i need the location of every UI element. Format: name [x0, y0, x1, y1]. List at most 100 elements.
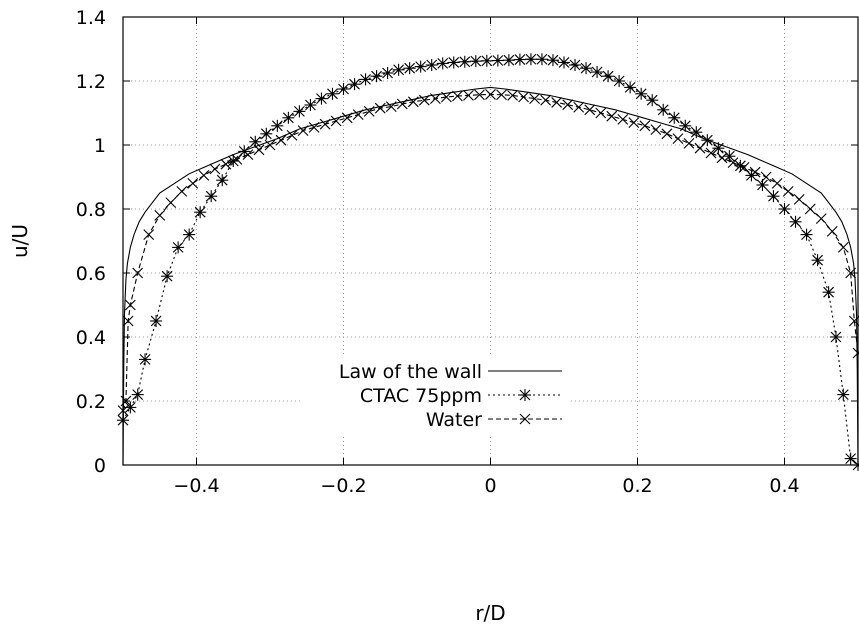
data-point-water — [264, 139, 276, 151]
data-point-ctac-75ppm — [304, 99, 317, 111]
data-point-water — [154, 210, 166, 221]
data-point-water — [122, 315, 134, 327]
data-point-ctac-75ppm — [502, 54, 515, 67]
data-point-ctac-75ppm — [524, 53, 537, 66]
y-tick-label: 1 — [94, 135, 106, 157]
data-point-water — [529, 93, 540, 104]
data-point-ctac-75ppm — [657, 103, 670, 116]
data-point-water — [518, 91, 529, 103]
series-line-law-of-the-wall — [122, 86, 859, 466]
data-point-water — [639, 120, 651, 132]
data-point-ctac-75ppm — [381, 67, 394, 79]
plot-series — [117, 53, 859, 471]
data-point-ctac-75ppm — [447, 56, 460, 69]
data-point-water — [396, 98, 408, 110]
data-point-water — [694, 142, 706, 154]
data-point-ctac-75ppm — [800, 228, 813, 241]
series-ctac-75ppm — [117, 53, 859, 471]
data-point-ctac-75ppm — [679, 119, 692, 132]
data-point-water — [727, 157, 739, 168]
data-point-water — [374, 102, 386, 114]
data-point-ctac-75ppm — [139, 353, 152, 366]
data-point-ctac-75ppm — [535, 53, 548, 66]
data-point-ctac-75ppm — [837, 388, 850, 401]
data-point-water — [132, 267, 144, 279]
series-water — [117, 89, 859, 416]
data-point-ctac-75ppm — [602, 70, 615, 83]
data-point-water — [165, 197, 177, 208]
data-point-ctac-75ppm — [425, 59, 438, 71]
data-point-water — [452, 90, 463, 102]
data-point-ctac-75ppm — [359, 73, 372, 86]
data-point-ctac-75ppm — [712, 142, 725, 155]
data-point-water — [363, 106, 375, 117]
data-point-ctac-75ppm — [326, 87, 339, 100]
data-point-water — [407, 96, 419, 108]
data-point-ctac-75ppm — [624, 81, 637, 94]
data-point-water — [463, 90, 474, 101]
x-tick-label: −0.4 — [173, 475, 219, 497]
data-point-ctac-75ppm — [293, 105, 306, 118]
legend-label-water: Water — [426, 409, 482, 431]
data-point-ctac-75ppm — [569, 59, 582, 71]
data-point-ctac-75ppm — [271, 119, 284, 132]
data-point-water — [319, 118, 331, 130]
data-point-ctac-75ppm — [756, 179, 769, 191]
tick-labels: −0.4 −0.2 0 0.2 0.4 0 0.2 0.4 0.6 0.8 1 1.2 1.4 — [76, 7, 800, 497]
data-point-water — [352, 109, 364, 120]
data-point-ctac-75ppm — [580, 62, 593, 75]
data-point-ctac-75ppm — [767, 190, 780, 203]
data-point-ctac-75ppm — [558, 56, 570, 69]
legend-marker-ctac-75ppm — [519, 389, 531, 401]
data-point-ctac-75ppm — [315, 92, 328, 105]
data-point-water — [617, 114, 629, 125]
axis-ticks — [123, 16, 858, 466]
data-point-water — [650, 124, 662, 136]
data-point-water — [716, 152, 728, 164]
x-tick-label: 0.2 — [622, 475, 652, 497]
data-point-ctac-75ppm — [131, 388, 144, 401]
legend-marker-water — [519, 413, 531, 425]
x-axis-label: r/D — [475, 601, 505, 625]
data-point-water — [562, 99, 574, 111]
data-point-water — [595, 107, 607, 119]
y-tick-label: 1.4 — [76, 7, 106, 29]
data-point-ctac-75ppm — [348, 78, 361, 91]
data-point-ctac-75ppm — [491, 54, 504, 67]
data-point-ctac-75ppm — [216, 174, 229, 187]
data-point-water — [441, 91, 452, 103]
data-point-ctac-75ppm — [723, 150, 736, 163]
data-point-ctac-75ppm — [829, 331, 842, 343]
data-point-ctac-75ppm — [690, 126, 703, 139]
data-point-water — [297, 125, 309, 136]
data-point-ctac-75ppm — [370, 70, 383, 83]
data-point-ctac-75ppm — [613, 75, 626, 87]
data-point-water — [253, 144, 265, 156]
data-point-ctac-75ppm — [635, 87, 648, 100]
data-point-water — [606, 110, 618, 122]
data-point-ctac-75ppm — [172, 241, 185, 254]
data-point-ctac-75ppm — [811, 254, 824, 267]
data-point-water — [198, 170, 210, 181]
data-point-water — [209, 163, 221, 175]
data-point-water — [429, 93, 441, 104]
data-point-ctac-75ppm — [150, 315, 163, 327]
data-point-water — [771, 178, 783, 189]
data-point-water — [683, 138, 695, 149]
data-point-water — [496, 89, 507, 101]
data-point-ctac-75ppm — [778, 203, 791, 215]
y-tick-label: 0.2 — [76, 391, 106, 413]
data-point-ctac-75ppm — [183, 228, 196, 241]
data-point-water — [474, 89, 485, 101]
data-point-water — [485, 89, 496, 100]
data-point-water — [826, 226, 838, 237]
data-point-water — [793, 194, 805, 205]
data-point-water — [551, 97, 563, 108]
y-tick-label: 0.8 — [76, 199, 106, 221]
data-point-water — [661, 128, 673, 140]
data-point-water — [275, 134, 287, 146]
data-point-water — [124, 299, 136, 311]
data-point-water — [845, 267, 857, 279]
data-point-water — [187, 178, 199, 189]
